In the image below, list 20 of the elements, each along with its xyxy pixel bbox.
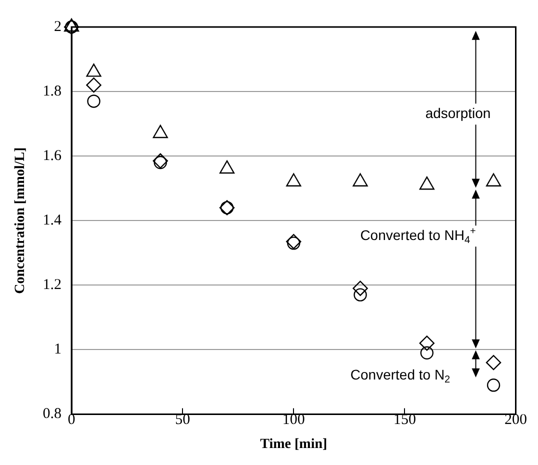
point <box>486 378 500 392</box>
point <box>86 77 102 93</box>
y-tick-label: 0.8 <box>42 406 62 422</box>
y-tick-label: 1.4 <box>42 212 62 229</box>
point <box>419 336 435 351</box>
y-axis-title: Concentration [mmol/L] <box>13 147 28 294</box>
y-tick-label: 1 <box>54 342 62 358</box>
y-tick-label: 1.8 <box>42 83 62 100</box>
annotation: adsorption <box>425 104 491 121</box>
x-axis-title: Time [min] <box>260 437 328 452</box>
point <box>87 94 100 108</box>
y-tick-label: 2 <box>54 18 62 35</box>
point <box>486 354 502 370</box>
y-tick-label: 1.6 <box>42 148 62 164</box>
point <box>354 288 367 302</box>
y-tick-label: 1.2 <box>42 277 62 294</box>
point <box>286 234 302 250</box>
point <box>352 280 368 296</box>
point <box>420 346 434 360</box>
point <box>287 236 300 250</box>
